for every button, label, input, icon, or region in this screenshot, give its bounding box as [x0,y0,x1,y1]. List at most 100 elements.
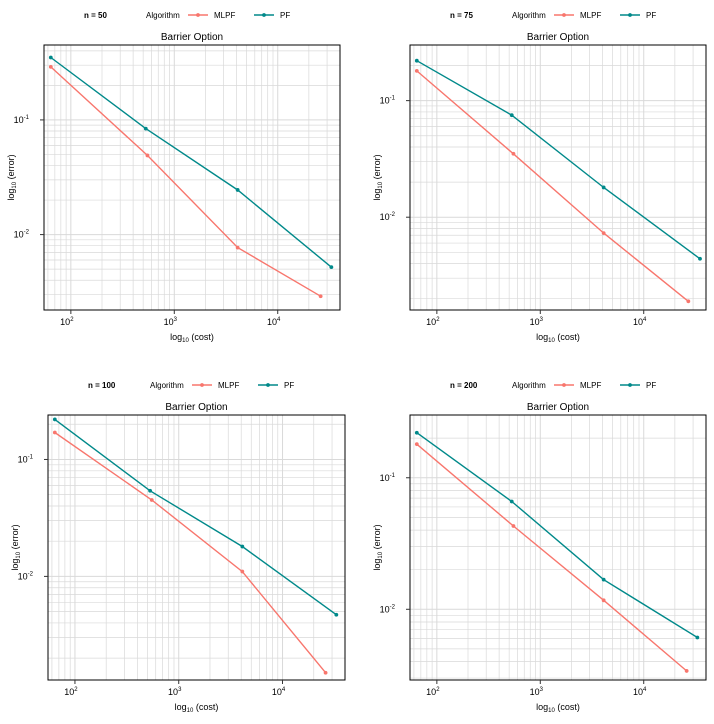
legend-label-pf: PF [646,381,656,390]
data-point-mlpf [235,245,240,250]
legend: Algorithm MLPF PF [512,381,656,390]
data-point-pf [509,499,514,504]
y-tick-label: 10-2 [18,571,34,581]
legend-label-pf: PF [284,381,294,390]
legend-key-point-pf [266,383,270,387]
data-point-pf [143,126,148,131]
series-line-mlpf [54,431,327,674]
series-line-mlpf [416,443,688,672]
panel-4: 102 103 104 10-1 10-2 Barrier Option log10 (co… [372,381,707,714]
x-axis-label: log10 (cost) [170,332,214,344]
legend: Algorithm MLPF PF [146,11,290,20]
data-point-mlpf [145,153,150,158]
data-point-pf [329,265,334,270]
sample-size-label: n = 100 [88,381,116,390]
panel-border [409,44,707,311]
series-line-pf [50,56,332,268]
x-tick-label: 104 [633,687,647,697]
legend-label-mlpf: MLPF [580,11,601,20]
data-point-pf [148,488,153,493]
legend-title: Algorithm [512,381,546,390]
data-point-pf [695,635,700,640]
x-tick-label: 104 [633,317,647,327]
x-tick-label: 102 [426,687,440,697]
legend-key-point-pf [628,13,632,17]
x-tick-label: 102 [60,317,74,327]
data-point-pf [334,612,339,617]
data-point-mlpf [414,68,419,73]
series-line-pf [416,60,701,260]
y-axis-label: log10 (error) [6,154,18,200]
data-point-pf [48,55,53,60]
data-point-mlpf [601,231,606,236]
panel-3: 102 103 104 10-1 10-2 Barrier Option log10 (co… [10,381,346,714]
legend-key-point-pf [262,13,266,17]
y-axis-label: log10 (error) [372,524,384,570]
data-point-pf [601,577,606,582]
legend-key-point-mlpf [562,383,566,387]
x-tick-label: 104 [267,317,281,327]
legend-key-point-mlpf [562,13,566,17]
data-point-pf [240,544,245,549]
x-tick-label: 103 [530,317,544,327]
series-line-pf [416,432,698,639]
y-axis-label: log10 (error) [10,524,22,570]
data-point-mlpf [511,151,516,156]
chart-title: Barrier Option [161,32,223,43]
y-axis-label: log10 (error) [372,154,384,200]
data-point-mlpf [48,64,53,69]
legend-title: Algorithm [146,11,180,20]
data-point-mlpf [414,442,419,447]
y-tick-label: 10-2 [380,212,396,222]
legend-label-pf: PF [646,11,656,20]
data-point-mlpf [684,669,689,673]
chart-title: Barrier Option [165,402,227,413]
legend-key-point-mlpf [196,13,200,17]
data-point-pf [601,185,606,190]
data-point-pf [235,188,240,192]
x-tick-label: 102 [64,687,78,697]
x-tick-label: 103 [164,317,178,327]
panel-2: 102 103 104 10-1 10-2 Barrier Option log10 (co… [372,11,707,344]
data-point-mlpf [52,430,57,435]
legend-title: Algorithm [512,11,546,20]
y-tick-label: 10-2 [380,604,396,614]
y-tick-label: 10-1 [14,115,30,125]
panel-border [47,414,346,681]
legend: Algorithm MLPF PF [512,11,656,20]
y-tick-label: 10-2 [14,230,30,240]
legend-title: Algorithm [150,381,184,390]
data-point-mlpf [318,294,323,299]
sample-size-label: n = 200 [450,381,478,390]
y-tick-label: 10-1 [380,96,396,106]
legend-label-mlpf: MLPF [580,381,601,390]
y-tick-label: 10-1 [380,473,396,483]
panel-1: 102 103 104 10-1 10-2 Barrier Option log10 (co… [6,11,341,344]
legend-label-mlpf: MLPF [214,11,235,20]
data-point-pf [414,58,419,63]
data-point-pf [414,430,419,435]
data-point-pf [52,417,57,422]
x-axis-label: log10 (cost) [536,332,580,344]
series-line-mlpf [50,66,321,297]
legend-label-mlpf: MLPF [218,381,239,390]
panel-border [409,414,707,681]
chart-title: Barrier Option [527,402,589,413]
sample-size-label: n = 75 [450,11,473,20]
data-point-mlpf [240,569,245,574]
data-point-pf [509,113,514,118]
data-point-pf [698,256,702,261]
data-point-mlpf [149,498,154,502]
data-point-mlpf [511,524,516,528]
data-point-mlpf [601,598,606,603]
x-axis-label: log10 (cost) [175,702,219,714]
chart-title: Barrier Option [527,32,589,43]
legend-key-point-mlpf [200,383,204,387]
sample-size-label: n = 50 [84,11,107,20]
series-line-mlpf [416,70,689,302]
legend-label-pf: PF [280,11,290,20]
x-tick-label: 102 [426,317,440,327]
data-point-mlpf [323,670,328,675]
x-tick-label: 104 [272,687,286,697]
